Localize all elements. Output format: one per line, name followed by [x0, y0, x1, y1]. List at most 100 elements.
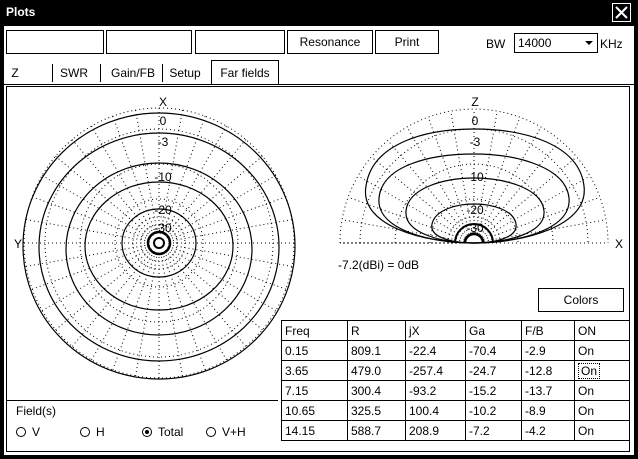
- toolbar-blank-button-3[interactable]: [195, 30, 285, 54]
- client-area: Resonance Print BW 14000 KHz Z SWR Gain/…: [4, 26, 634, 455]
- resonance-button[interactable]: Resonance: [287, 30, 373, 54]
- bw-select[interactable]: 14000: [514, 33, 598, 53]
- cell-freq: 3.65: [281, 360, 348, 381]
- azimuth-pattern-trace: [84, 181, 234, 311]
- cell-jx: -257.4: [405, 360, 466, 381]
- table-row[interactable]: 0.15 809.1 -22.4 -70.4 -2.9 On: [281, 340, 630, 361]
- cell-freq: 10.65: [281, 400, 348, 421]
- cell-freq: 14.15: [281, 420, 348, 441]
- col-header-ga: Ga: [465, 320, 522, 341]
- azimuth-ring-label-3: -3: [158, 135, 169, 149]
- tab-z[interactable]: Z: [11, 66, 19, 80]
- elevation-grid-spoke: [357, 175, 466, 239]
- elevation-pattern-trace: [378, 153, 570, 244]
- tab-setup[interactable]: Setup: [169, 66, 201, 80]
- table-row[interactable]: 7.15 300.4 -93.2 -15.2 -13.7 On: [281, 380, 630, 401]
- tab-separator: [100, 64, 101, 82]
- azimuth-axis-left-label: Y: [14, 237, 22, 251]
- azimuth-grid-spoke: [112, 115, 157, 234]
- elevation-ring-label-3: -3: [470, 135, 481, 149]
- bw-label: BW: [486, 37, 506, 51]
- field-radio-v-plus-h[interactable]: V+H: [206, 424, 246, 440]
- elevation-grid-spoke: [483, 219, 607, 242]
- azimuth-grid-ring: [114, 198, 204, 288]
- close-icon: [615, 6, 628, 19]
- elevation-grid-spoke: [483, 196, 601, 241]
- cell-fb: -8.9: [521, 400, 575, 421]
- elevation-axis-right-label: X: [615, 237, 623, 251]
- cell-on-toggle[interactable]: On: [574, 420, 630, 441]
- azimuth-grid-spoke: [160, 109, 183, 234]
- elevation-ring-label-20: -20: [466, 203, 484, 217]
- table-row[interactable]: 10.65 325.5 100.4 -10.2 -8.9 On: [281, 400, 630, 421]
- cell-on-toggle[interactable]: On: [574, 360, 630, 381]
- elevation-grid-ring: [339, 108, 609, 244]
- cell-ga: -24.7: [465, 360, 522, 381]
- window-title: Plots: [6, 5, 36, 19]
- col-header-freq: Freq: [281, 320, 348, 341]
- db-reference-note: -7.2(dBi) = 0dB: [338, 258, 420, 272]
- azimuth-grid-spoke: [161, 252, 206, 371]
- tab-far-fields[interactable]: Far fields: [220, 66, 270, 80]
- col-header-fb: F/B: [521, 320, 575, 341]
- toolbar-blank-button-2[interactable]: [106, 30, 192, 54]
- cell-jx: -93.2: [405, 380, 466, 401]
- cell-on-toggle[interactable]: On: [574, 380, 630, 401]
- cell-fb: -12.8: [521, 360, 575, 381]
- far-fields-panel: [6, 86, 630, 452]
- close-button[interactable]: [612, 3, 631, 22]
- bw-value: 14000: [518, 36, 552, 50]
- azimuth-grid-spoke: [161, 115, 206, 234]
- elevation-grid-spoke: [475, 110, 498, 234]
- table-header-row: Freq R jX Ga F/B ON: [281, 320, 630, 341]
- chevron-down-icon[interactable]: [581, 34, 597, 52]
- azimuth-grid-ring: [79, 163, 239, 323]
- radio-selected-icon: [142, 426, 152, 437]
- elevation-pattern-trace: [463, 232, 485, 244]
- cell-r: 809.1: [347, 340, 406, 361]
- cell-r: 300.4: [347, 380, 406, 401]
- cell-ga: -10.2: [465, 400, 522, 421]
- colors-button[interactable]: Colors: [538, 288, 624, 312]
- tab-separator: [52, 64, 53, 82]
- field-radio-h[interactable]: H: [80, 424, 105, 440]
- cell-r: 325.5: [347, 400, 406, 421]
- radio-circle-icon: [80, 426, 90, 437]
- far-field-plots: X Y Z X 0 -3 -10 -20 -30 0 -3 -10 -20 -3…: [14, 95, 623, 380]
- print-button[interactable]: Print: [375, 30, 439, 54]
- tab-baseline: [4, 84, 634, 85]
- cell-fb: -2.9: [521, 340, 575, 361]
- cell-ga: -15.2: [465, 380, 522, 401]
- field-radio-total[interactable]: Total: [142, 424, 183, 440]
- azimuth-axis-top-label: X: [159, 95, 167, 109]
- azimuth-ring-label-20: -20: [154, 203, 172, 217]
- elevation-ring-label-10: -10: [466, 170, 484, 184]
- azimuth-pattern-trace: [65, 162, 253, 336]
- azimuth-grid-spoke: [165, 250, 247, 347]
- tab-swr[interactable]: SWR: [60, 66, 88, 80]
- title-bar[interactable]: Plots: [0, 0, 638, 24]
- cell-jx: 208.9: [405, 420, 466, 441]
- cell-fb: -13.7: [521, 380, 575, 401]
- table-row[interactable]: 14.15 588.7 208.9 -7.2 -4.2 On: [281, 420, 630, 441]
- elevation-grid-spoke: [478, 126, 542, 235]
- azimuth-grid-spoke: [168, 219, 293, 242]
- fields-divider: [6, 400, 278, 401]
- elevation-grid-spoke: [387, 140, 468, 236]
- tab-gain-fb[interactable]: Gain/FB: [110, 66, 155, 80]
- bw-unit: KHz: [600, 37, 623, 51]
- field-radio-v[interactable]: V: [16, 424, 40, 440]
- elevation-pattern-trace: [431, 203, 517, 244]
- cell-jx: -22.4: [405, 340, 466, 361]
- elevation-pattern-trace: [365, 128, 585, 244]
- azimuth-grid-spoke: [41, 175, 151, 239]
- elevation-grid-spoke: [450, 110, 473, 234]
- azimuth-grid-spoke: [25, 219, 150, 242]
- cell-on-toggle[interactable]: On: [574, 400, 630, 421]
- elevation-pattern-trace: [454, 223, 494, 244]
- toolbar-blank-button-1[interactable]: [6, 30, 104, 54]
- cell-on-toggle[interactable]: On: [574, 340, 630, 361]
- table-row[interactable]: 3.65 479.0 -257.4 -24.7 -12.8 On: [281, 360, 630, 381]
- azimuth-grid-spoke: [25, 244, 150, 267]
